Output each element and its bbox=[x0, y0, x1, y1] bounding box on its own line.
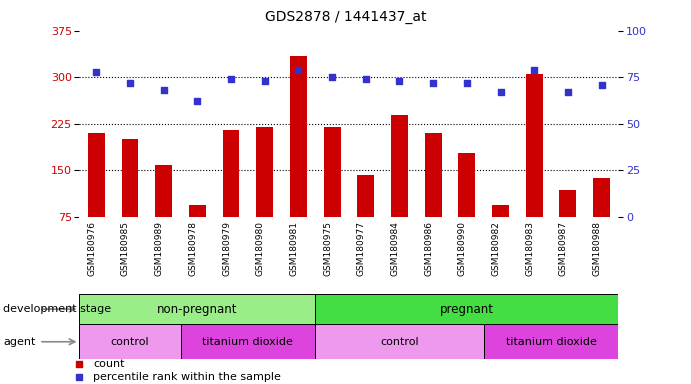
Text: non-pregnant: non-pregnant bbox=[157, 303, 238, 316]
Text: pregnant: pregnant bbox=[440, 303, 494, 316]
Text: titanium dioxide: titanium dioxide bbox=[506, 337, 596, 347]
Point bbox=[562, 89, 574, 95]
Point bbox=[259, 78, 270, 84]
Point bbox=[343, 219, 354, 225]
Text: GSM180975: GSM180975 bbox=[323, 221, 332, 276]
Text: GSM180987: GSM180987 bbox=[559, 221, 568, 276]
Bar bbox=[79, 294, 315, 324]
Text: GSM180981: GSM180981 bbox=[290, 221, 299, 276]
Text: GSM180979: GSM180979 bbox=[222, 221, 231, 276]
Bar bbox=[323, 127, 341, 217]
Bar bbox=[315, 294, 618, 324]
Bar bbox=[593, 179, 610, 217]
Text: titanium dioxide: titanium dioxide bbox=[202, 337, 294, 347]
Text: GSM180978: GSM180978 bbox=[189, 221, 198, 276]
Point bbox=[360, 76, 371, 82]
Text: percentile rank within the sample: percentile rank within the sample bbox=[93, 372, 281, 382]
Text: control: control bbox=[380, 337, 419, 347]
Bar bbox=[88, 133, 105, 217]
Bar bbox=[492, 205, 509, 217]
Bar bbox=[256, 127, 273, 217]
Point bbox=[529, 67, 540, 73]
Point bbox=[462, 80, 473, 86]
Bar bbox=[425, 133, 442, 217]
Point bbox=[124, 80, 135, 86]
Point bbox=[495, 89, 506, 95]
Text: development stage: development stage bbox=[3, 304, 111, 314]
Text: GSM180983: GSM180983 bbox=[525, 221, 534, 276]
Text: GSM180990: GSM180990 bbox=[458, 221, 467, 276]
Text: control: control bbox=[111, 337, 149, 347]
Bar bbox=[458, 153, 475, 217]
Bar bbox=[315, 324, 484, 359]
Text: GSM180989: GSM180989 bbox=[155, 221, 164, 276]
Bar bbox=[79, 324, 180, 359]
Text: GSM180982: GSM180982 bbox=[491, 221, 500, 276]
Text: count: count bbox=[93, 359, 124, 369]
Point bbox=[596, 82, 607, 88]
Bar bbox=[155, 166, 172, 217]
Point bbox=[327, 74, 338, 80]
Point bbox=[394, 78, 405, 84]
Text: GSM180980: GSM180980 bbox=[256, 221, 265, 276]
Point bbox=[428, 80, 439, 86]
Bar bbox=[180, 324, 315, 359]
Bar bbox=[189, 205, 206, 217]
Bar bbox=[223, 130, 240, 217]
Point bbox=[91, 69, 102, 75]
Point bbox=[343, 334, 354, 340]
Bar bbox=[357, 175, 375, 217]
Point bbox=[225, 76, 236, 82]
Text: GSM180976: GSM180976 bbox=[87, 221, 96, 276]
Point bbox=[293, 67, 304, 73]
Bar bbox=[391, 114, 408, 217]
Bar bbox=[122, 139, 138, 217]
Text: GDS2878 / 1441437_at: GDS2878 / 1441437_at bbox=[265, 10, 426, 23]
Point bbox=[158, 87, 169, 93]
Text: GSM180986: GSM180986 bbox=[424, 221, 433, 276]
Bar bbox=[526, 74, 542, 217]
Text: agent: agent bbox=[3, 337, 36, 347]
Bar bbox=[484, 324, 618, 359]
Text: GSM180977: GSM180977 bbox=[357, 221, 366, 276]
Point bbox=[192, 98, 203, 104]
Text: GSM180988: GSM180988 bbox=[593, 221, 602, 276]
Text: GSM180985: GSM180985 bbox=[121, 221, 130, 276]
Bar bbox=[290, 56, 307, 217]
Text: GSM180984: GSM180984 bbox=[390, 221, 399, 276]
Bar bbox=[560, 190, 576, 217]
